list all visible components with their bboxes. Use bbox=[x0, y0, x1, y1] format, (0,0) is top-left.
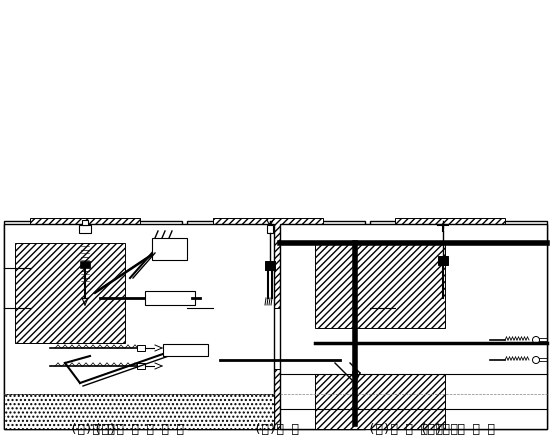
Polygon shape bbox=[155, 363, 162, 369]
Bar bbox=[370, 369, 547, 429]
Bar bbox=[187, 369, 365, 429]
Circle shape bbox=[532, 357, 539, 364]
Bar bbox=[370, 222, 547, 429]
Bar bbox=[145, 291, 195, 305]
Bar bbox=[315, 374, 445, 429]
Bar bbox=[187, 222, 365, 429]
Bar bbox=[163, 344, 208, 356]
Circle shape bbox=[532, 337, 539, 344]
Bar bbox=[152, 238, 187, 261]
Text: (５)插 入 连 接 件: (５)插 入 连 接 件 bbox=[368, 422, 458, 435]
Polygon shape bbox=[155, 345, 162, 351]
Bar bbox=[267, 226, 273, 233]
Bar bbox=[82, 220, 88, 226]
Text: (１)成 孔: (１)成 孔 bbox=[71, 422, 116, 435]
Bar bbox=[4, 369, 182, 429]
Text: (２)清 孔: (２)清 孔 bbox=[253, 422, 299, 435]
Text: (３)丙 锐 清 洗: (３)丙 锐 清 洗 bbox=[420, 422, 495, 435]
Bar bbox=[4, 222, 182, 429]
Bar bbox=[265, 261, 275, 270]
Bar bbox=[79, 226, 91, 233]
Text: (４)注 入 胶 粘 剂: (４)注 入 胶 粘 剂 bbox=[94, 422, 184, 435]
Bar bbox=[438, 256, 448, 265]
Bar bbox=[213, 219, 323, 308]
Bar bbox=[137, 345, 145, 351]
Bar bbox=[4, 225, 274, 429]
Bar bbox=[280, 225, 547, 429]
Bar bbox=[315, 244, 445, 328]
Bar bbox=[15, 244, 125, 343]
Bar bbox=[80, 261, 90, 268]
Bar bbox=[395, 219, 505, 308]
Bar bbox=[137, 363, 145, 369]
Bar bbox=[4, 394, 274, 429]
Bar bbox=[30, 219, 140, 308]
